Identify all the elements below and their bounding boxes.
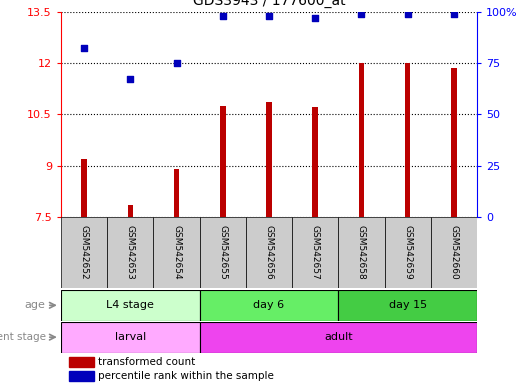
Text: transformed count: transformed count bbox=[99, 358, 196, 367]
Title: GDS3943 / 177600_at: GDS3943 / 177600_at bbox=[193, 0, 345, 8]
Bar bbox=[69, 371, 94, 381]
Text: development stage: development stage bbox=[0, 332, 46, 342]
Text: GSM542659: GSM542659 bbox=[403, 225, 412, 280]
Bar bbox=[200, 217, 246, 288]
Bar bbox=[385, 217, 431, 288]
Bar bbox=[61, 322, 200, 353]
Bar bbox=[200, 322, 477, 353]
Text: GSM542656: GSM542656 bbox=[264, 225, 273, 280]
Text: GSM542654: GSM542654 bbox=[172, 225, 181, 280]
Text: GSM542655: GSM542655 bbox=[218, 225, 227, 280]
Bar bbox=[61, 290, 200, 321]
Text: age: age bbox=[25, 300, 46, 310]
Bar bbox=[338, 290, 477, 321]
Bar bbox=[359, 63, 364, 217]
Bar bbox=[153, 217, 200, 288]
Point bbox=[265, 13, 273, 19]
Text: GSM542653: GSM542653 bbox=[126, 225, 135, 280]
Point bbox=[80, 45, 89, 51]
Bar bbox=[451, 68, 457, 217]
Text: GSM542657: GSM542657 bbox=[311, 225, 320, 280]
Point bbox=[403, 10, 412, 17]
Text: GSM542660: GSM542660 bbox=[449, 225, 458, 280]
Point bbox=[172, 60, 181, 66]
Text: percentile rank within the sample: percentile rank within the sample bbox=[99, 371, 274, 381]
Bar bbox=[292, 217, 338, 288]
Bar bbox=[312, 107, 318, 217]
Text: GSM542658: GSM542658 bbox=[357, 225, 366, 280]
Text: L4 stage: L4 stage bbox=[107, 300, 154, 310]
Bar bbox=[246, 217, 292, 288]
Point bbox=[357, 10, 366, 17]
Point bbox=[218, 13, 227, 19]
Point bbox=[449, 10, 458, 17]
Bar bbox=[338, 217, 385, 288]
Bar bbox=[266, 102, 272, 217]
Point bbox=[311, 15, 320, 21]
Text: day 15: day 15 bbox=[388, 300, 427, 310]
Bar bbox=[200, 290, 338, 321]
Bar bbox=[69, 357, 94, 367]
Text: adult: adult bbox=[324, 332, 352, 342]
Bar bbox=[61, 217, 107, 288]
Point bbox=[126, 76, 135, 83]
Bar bbox=[431, 217, 477, 288]
Bar bbox=[174, 169, 179, 217]
Bar bbox=[405, 63, 410, 217]
Bar bbox=[220, 106, 226, 217]
Bar bbox=[81, 159, 87, 217]
Bar bbox=[107, 217, 153, 288]
Text: day 6: day 6 bbox=[253, 300, 285, 310]
Text: larval: larval bbox=[114, 332, 146, 342]
Text: GSM542652: GSM542652 bbox=[80, 225, 89, 280]
Bar bbox=[128, 205, 133, 217]
